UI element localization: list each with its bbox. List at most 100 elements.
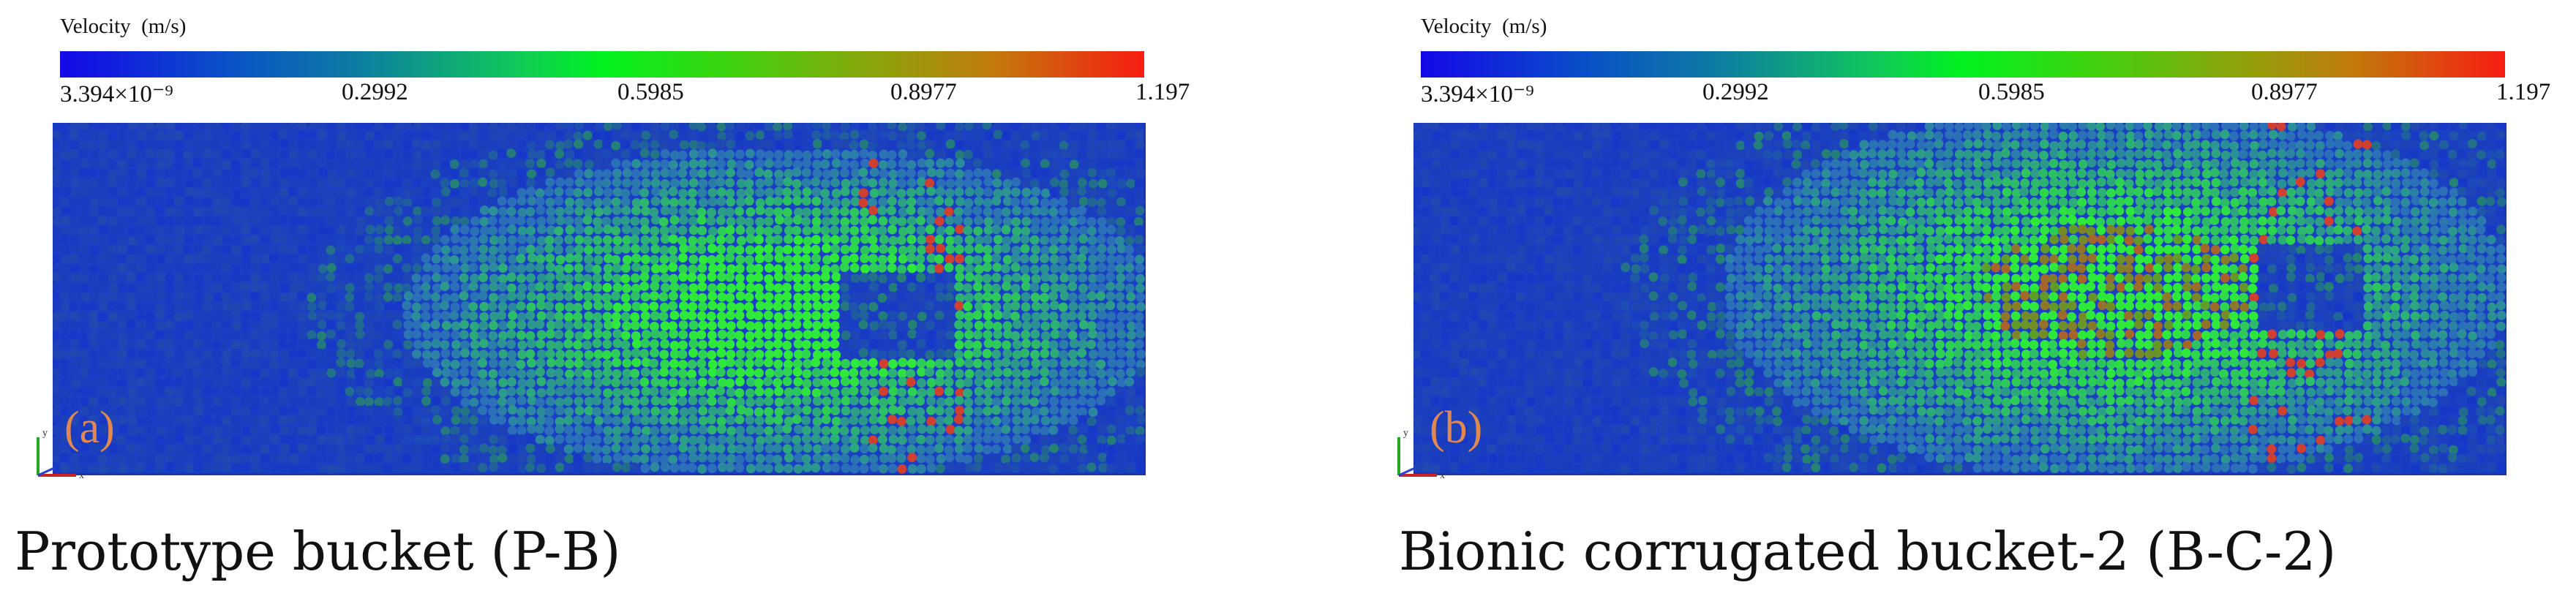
particle xyxy=(754,321,764,331)
particle xyxy=(1962,130,1972,140)
particle xyxy=(773,312,784,322)
particle xyxy=(421,150,431,160)
particle xyxy=(744,216,754,227)
particle xyxy=(631,331,641,341)
particle xyxy=(155,282,165,292)
particle xyxy=(116,139,127,149)
particle xyxy=(1582,140,1592,150)
particle xyxy=(658,216,669,227)
particle xyxy=(1535,148,1545,159)
particle xyxy=(764,407,774,417)
particle xyxy=(336,140,346,151)
particle xyxy=(2115,148,2125,159)
particle xyxy=(1697,139,1708,149)
particle xyxy=(963,377,973,388)
particle xyxy=(459,130,469,140)
particle xyxy=(89,129,99,140)
particle xyxy=(620,292,631,303)
particle xyxy=(269,244,279,254)
particle xyxy=(411,273,421,283)
particle xyxy=(99,416,109,426)
particle xyxy=(61,254,71,265)
particle xyxy=(516,273,526,284)
particle xyxy=(1068,168,1078,178)
particle xyxy=(488,169,498,179)
particle xyxy=(1897,169,1907,179)
particle xyxy=(508,168,518,178)
particle xyxy=(1678,139,1688,149)
particle xyxy=(802,378,812,388)
particle xyxy=(1077,348,1087,358)
particle xyxy=(716,416,726,426)
particle xyxy=(60,406,70,416)
particle xyxy=(774,215,784,225)
particle xyxy=(840,340,850,350)
particle xyxy=(535,367,545,377)
particle xyxy=(517,369,527,379)
particle xyxy=(801,207,811,217)
particle xyxy=(137,131,147,141)
particle xyxy=(251,178,261,188)
particle xyxy=(744,159,754,170)
particle xyxy=(1068,415,1078,426)
particle xyxy=(725,253,735,263)
particle xyxy=(430,359,440,369)
particle xyxy=(135,329,146,339)
particle xyxy=(888,330,898,340)
particle xyxy=(203,215,214,225)
particle xyxy=(1135,386,1145,396)
particle xyxy=(1781,158,1792,168)
particle xyxy=(1829,131,1839,141)
particle xyxy=(2458,123,2468,130)
particle xyxy=(603,254,613,264)
particle xyxy=(915,331,925,341)
particle xyxy=(449,273,459,283)
particle xyxy=(735,149,745,159)
particle xyxy=(192,158,203,168)
particle xyxy=(935,139,945,149)
particle xyxy=(1040,292,1050,303)
particle xyxy=(754,368,764,378)
particle xyxy=(403,424,413,434)
particle xyxy=(411,453,421,464)
particle xyxy=(1088,245,1098,255)
particle xyxy=(59,123,70,130)
particle xyxy=(1107,377,1117,387)
particle xyxy=(593,123,604,132)
particle xyxy=(212,245,222,255)
particle xyxy=(164,263,174,273)
particle xyxy=(917,367,927,377)
particle xyxy=(784,310,794,320)
particle xyxy=(601,445,612,455)
particle xyxy=(451,321,461,331)
particle xyxy=(1631,149,1641,159)
particle xyxy=(877,186,887,197)
particle xyxy=(592,339,602,349)
particle xyxy=(611,320,621,330)
particle xyxy=(2049,140,2059,151)
particle xyxy=(1067,178,1078,188)
particle xyxy=(393,386,403,396)
particle xyxy=(249,340,260,350)
particle xyxy=(659,350,669,360)
particle xyxy=(203,397,213,407)
particle xyxy=(1659,159,1670,170)
particle xyxy=(774,424,784,434)
particle xyxy=(517,320,527,330)
particle xyxy=(354,444,364,454)
particle xyxy=(432,415,442,425)
particle xyxy=(1849,159,1859,170)
particle xyxy=(126,320,136,330)
particle xyxy=(803,235,813,246)
particle xyxy=(546,368,556,378)
particle xyxy=(241,425,252,435)
particle xyxy=(2438,169,2449,179)
particle xyxy=(1572,139,1582,149)
particle xyxy=(1735,123,1746,130)
particle xyxy=(1011,396,1021,407)
particle xyxy=(80,292,90,302)
particle xyxy=(839,263,849,273)
particle xyxy=(858,302,868,312)
particle xyxy=(744,123,754,131)
particle xyxy=(603,131,613,141)
